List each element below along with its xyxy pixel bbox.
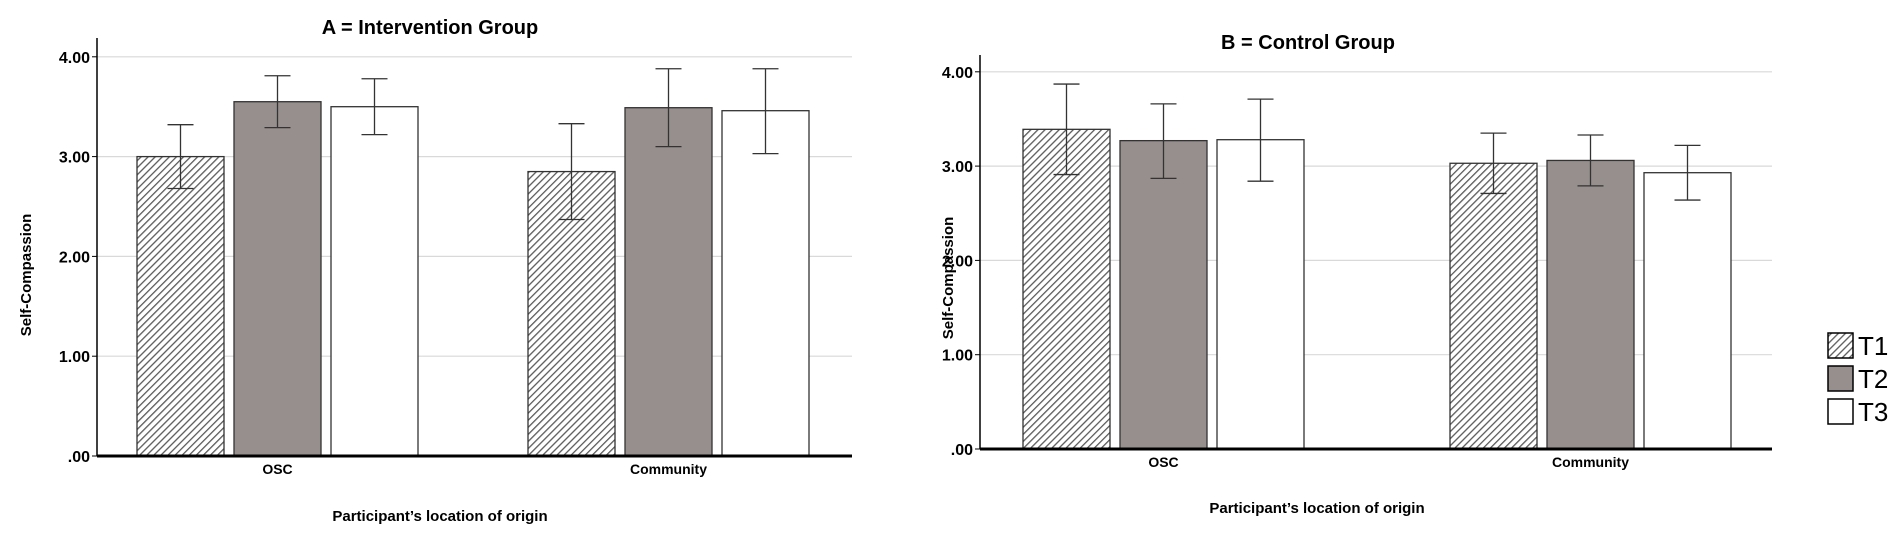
chart-a-y-tick-label: 1.00 (59, 349, 90, 366)
chart-b-bar-t1-osc (1022, 128, 1111, 450)
chart-b-error-bar-t1-osc (1053, 83, 1080, 176)
chart-a-y-tick-label: 4.00 (59, 50, 90, 67)
legend-label-t1: T1 (1858, 331, 1888, 361)
chart-b-error-bar-t3-osc (1247, 98, 1274, 182)
chart-b-error-bar-t2-community (1577, 134, 1604, 187)
chart-a-y-tick-label: 3.00 (59, 150, 90, 167)
legend-swatch-t1 (1827, 332, 1854, 359)
chart-a-bar-t3-osc (330, 106, 419, 457)
chart-b-error-bar-t1-community (1480, 132, 1507, 195)
legend-swatch-t2 (1827, 365, 1854, 392)
legend-label-t2: T2 (1858, 364, 1888, 394)
chart-a-error-bar-t1-osc (167, 124, 194, 190)
chart-b-bar-t3-community (1643, 172, 1732, 450)
chart-b-bar-t2-osc (1119, 139, 1208, 450)
chart-a-error-bar-t2-community (655, 68, 682, 148)
chart-b-error-bar-t2-osc (1150, 103, 1177, 180)
chart-a-y-axis-label: Self-Compassion (18, 214, 35, 337)
chart-a-title: A = Intervention Group (322, 17, 539, 39)
chart-b-y-tick-label: 4.00 (942, 65, 973, 82)
chart-a-x-axis-label: Participant’s location of origin (332, 508, 547, 525)
chart-a-bar-t3-community (721, 110, 810, 457)
legend: T1 T2 T3 (1827, 331, 1888, 427)
chart-b-title: B = Control Group (1221, 32, 1395, 54)
chart-a-error-bar-t3-community (752, 68, 779, 155)
chart-a-intervention: A = Intervention Group Self-Compassion P… (18, 17, 852, 525)
chart-a-error-bar-t1-community (558, 123, 585, 221)
chart-b-category-label: OSC (1148, 454, 1178, 470)
chart-b-y-tick-label: 1.00 (942, 348, 973, 365)
chart-a-category-label: Community (630, 461, 707, 477)
chart-a-y-tick-label: 2.00 (59, 249, 90, 266)
chart-b-y-tick-label: .00 (951, 442, 973, 459)
chart-b-category-label: Community (1552, 454, 1629, 470)
chart-a-y-tick-label: .00 (68, 449, 90, 466)
chart-b-error-bar-t3-community (1674, 144, 1701, 201)
chart-a-error-bar-t2-osc (264, 75, 291, 129)
legend-swatch-t3 (1827, 398, 1854, 425)
chart-b-x-axis-label: Participant’s location of origin (1209, 500, 1424, 517)
legend-label-t3: T3 (1858, 397, 1888, 427)
chart-a-bar-t2-osc (233, 101, 322, 457)
chart-a-bar-t2-community (624, 107, 713, 457)
chart-a-category-label: OSC (262, 461, 292, 477)
chart-b-bar-t3-osc (1216, 139, 1305, 450)
chart-b-bar-t1-community (1449, 162, 1538, 450)
chart-b-y-axis-label: Self-Compassion (940, 217, 957, 340)
chart-b-control: B = Control Group Self-Compassion Partic… (940, 32, 1772, 517)
chart-b-y-tick-label: 2.00 (942, 253, 973, 270)
chart-b-y-tick-label: 3.00 (942, 159, 973, 176)
chart-a-error-bar-t3-osc (361, 78, 388, 136)
chart-a-bar-t1-osc (136, 155, 225, 457)
chart-b-bar-t2-community (1546, 159, 1635, 450)
